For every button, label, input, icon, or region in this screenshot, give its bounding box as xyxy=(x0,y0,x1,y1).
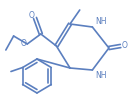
Text: O: O xyxy=(20,39,26,48)
Text: NH: NH xyxy=(95,17,107,26)
Text: O: O xyxy=(121,42,127,51)
Text: O: O xyxy=(28,12,34,20)
Text: NH: NH xyxy=(95,71,107,80)
